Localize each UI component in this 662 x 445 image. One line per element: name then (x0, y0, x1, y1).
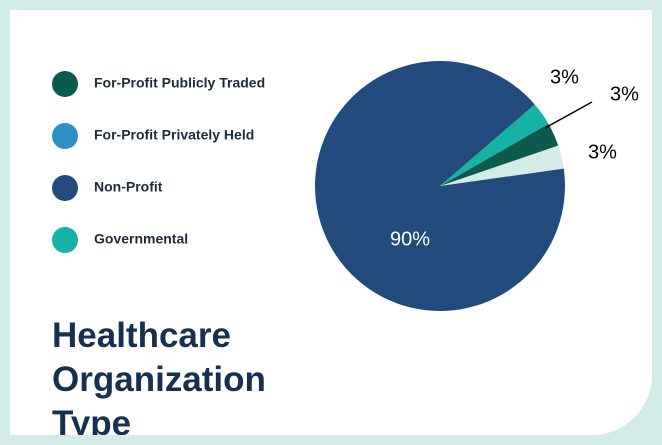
legend-label: For-Profit Publicly Traded (94, 75, 265, 91)
data-label: 3% (588, 141, 617, 163)
chart-title: Healthcare Organization Type (52, 316, 266, 435)
data-label: 3% (610, 83, 639, 105)
chart: For-Profit Publicly Traded For-Profit Pri… (52, 61, 639, 311)
legend-label: Non-Profit (94, 179, 163, 195)
legend-swatch (52, 175, 78, 201)
pie-slice (440, 123, 559, 186)
data-label: 90% (390, 228, 430, 250)
pie-slice (315, 61, 565, 311)
leader-line (544, 101, 593, 129)
legend-swatch (52, 123, 78, 149)
legend-swatch (52, 227, 78, 253)
legend-label: Governmental (94, 231, 188, 247)
pie-slice (440, 104, 549, 186)
legend-swatch (52, 71, 78, 97)
pie-slice (440, 145, 564, 186)
card: For-Profit Publicly Traded For-Profit Pri… (10, 10, 652, 435)
legend-label: For-Profit Privately Held (94, 127, 254, 143)
data-label: 3% (550, 66, 579, 88)
